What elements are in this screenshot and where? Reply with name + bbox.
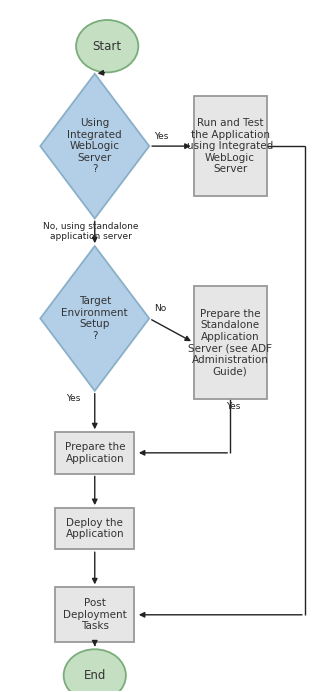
Text: Deploy the
Application: Deploy the Application [65,518,124,540]
Text: Start: Start [93,39,122,53]
FancyBboxPatch shape [55,588,134,642]
Text: No: No [154,304,166,313]
Text: Using
Integrated
WebLogic
Server
?: Using Integrated WebLogic Server ? [68,118,122,174]
Text: Prepare the
Application: Prepare the Application [64,442,125,464]
Text: Post
Deployment
Tasks: Post Deployment Tasks [63,598,127,631]
Ellipse shape [64,649,126,692]
Polygon shape [40,246,149,391]
Text: End: End [84,669,106,682]
Text: Yes: Yes [154,131,168,140]
FancyBboxPatch shape [55,508,134,549]
Text: Yes: Yes [226,402,241,411]
FancyBboxPatch shape [55,432,134,473]
Polygon shape [40,74,149,219]
Ellipse shape [76,20,138,73]
FancyBboxPatch shape [193,286,267,399]
Text: Run and Test
the Application
using Integrated
WebLogic
Server: Run and Test the Application using Integ… [187,118,273,174]
Text: Yes: Yes [66,394,80,403]
Text: Prepare the
Standalone
Application
Server (see ADF
Administration
Guide): Prepare the Standalone Application Serve… [188,309,272,376]
Text: Target
Environment
Setup
?: Target Environment Setup ? [62,296,128,341]
Text: No, using standalone
application server: No, using standalone application server [43,222,139,242]
FancyBboxPatch shape [193,96,267,196]
